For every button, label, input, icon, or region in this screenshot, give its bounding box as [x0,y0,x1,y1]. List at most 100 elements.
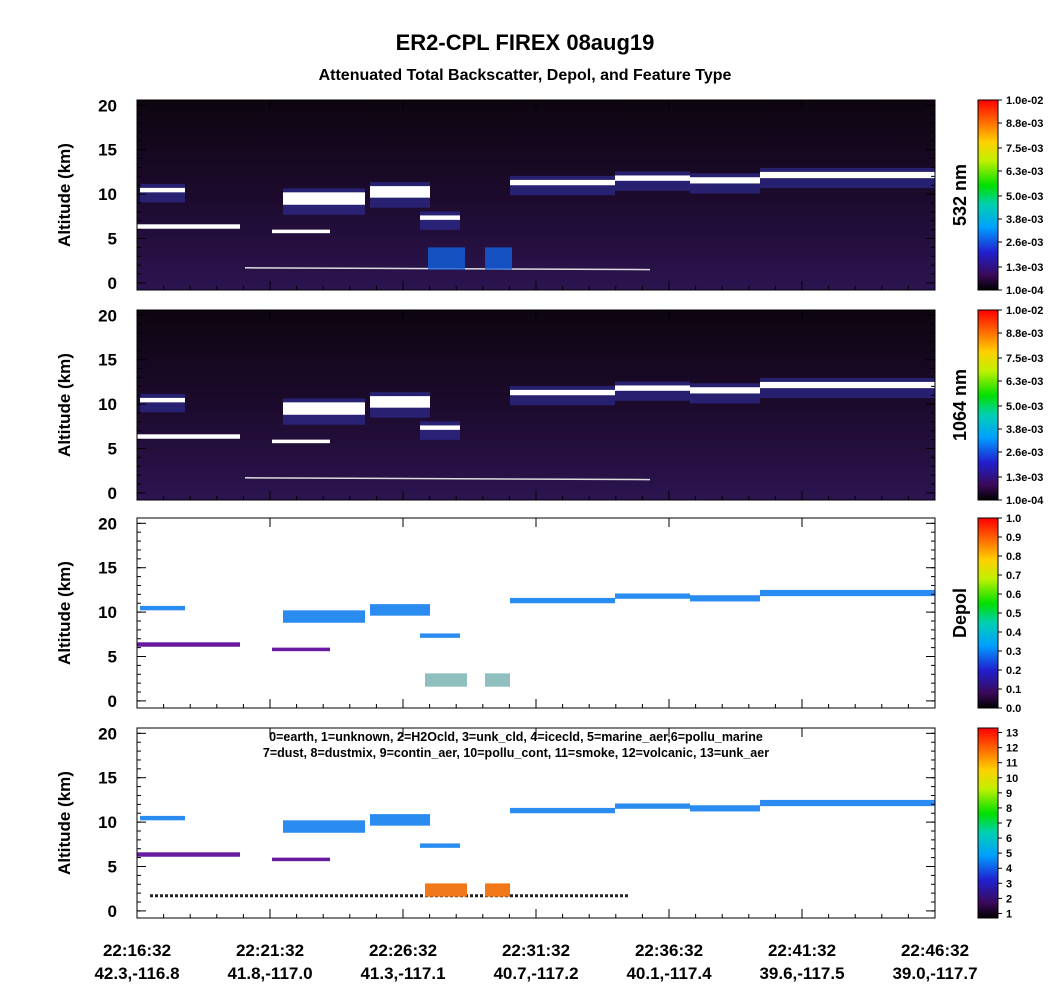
colorbar [977,727,999,919]
low-cloud [272,439,330,444]
cloud [510,179,615,186]
cloud [690,387,760,394]
feature [370,814,430,826]
x-tick-location: 40.7,-117.2 [493,964,578,983]
colorbar-tick-label: 0.5 [1006,608,1021,620]
colorbar-tick-label: 8.8e-03 [1006,118,1043,130]
colorbar-tick-label: 9 [1006,788,1012,800]
colorbar-label: 1064 nm [950,369,970,441]
cloud-halo [420,211,460,230]
legend-text: 7=dust, 8=dustmix, 9=contin_aer, 10=poll… [263,746,769,760]
x-tick-label: 22:26:32 [369,941,437,960]
y-tick-label: 15 [98,351,117,370]
colorbar-tick-label: 5 [1006,848,1012,860]
colorbar-tick-label: 2 [1006,893,1012,905]
surface-return [244,477,651,481]
panel: 0 5 10 15 20 Altitude (km) 1.0e-04 1.3e-03 2.6e-… [55,95,1044,297]
x-tick-location: 40.1,-117.4 [626,964,712,983]
colorbar-tick-label: 1.3e-03 [1006,262,1043,274]
feature [370,604,430,616]
cloud [283,402,365,415]
colorbar-tick-label: 6.3e-03 [1006,376,1043,388]
y-tick-label: 10 [98,813,117,832]
cloud [420,215,460,220]
colorbar-tick-label: 0.8 [1006,551,1021,563]
y-tick-label: 20 [98,306,117,325]
feature [140,605,185,611]
colorbar [977,309,999,501]
low-feature [272,647,330,652]
aerosol [485,673,510,687]
plot-area [137,728,935,918]
x-tick-label: 22:16:32 [103,941,171,960]
feature [283,610,365,623]
colorbar-tick-label: 1.0 [1006,513,1021,525]
y-tick-label: 15 [98,769,117,788]
colorbar-tick-label: 1.0e-02 [1006,95,1043,107]
x-tick-location: 39.6,-117.5 [759,964,844,983]
y-tick-label: 10 [98,185,117,204]
colorbar-tick-label: 12 [1006,743,1018,755]
chart-title: ER2-CPL FIREX 08aug19 [396,30,655,55]
colorbar-tick-label: 7 [1006,818,1012,830]
y-tick-label: 10 [98,603,117,622]
colorbar-tick-label: 5.0e-03 [1006,191,1043,203]
colorbar-tick-label: 1.0e-04 [1006,285,1044,297]
feature [690,595,760,602]
feature [140,815,185,821]
colorbar-tick-label: 8 [1006,803,1012,815]
x-tick-location: 41.3,-117.1 [360,964,445,983]
colorbar-tick-label: 2.6e-03 [1006,237,1043,249]
cloud [690,177,760,184]
colorbar-tick-label: 0.6 [1006,589,1021,601]
cloud [370,396,430,408]
cloud [510,389,615,396]
y-tick-label: 20 [98,96,117,115]
y-tick-label: 15 [98,559,117,578]
cloud-halo [510,175,615,196]
y-axis-label: Altitude (km) [55,561,74,665]
y-tick-label: 15 [98,141,117,160]
cloud [140,397,185,403]
y-tick-label: 5 [108,648,117,667]
feature [420,633,460,638]
low-feature [272,857,330,862]
colorbar-tick-label: 8.8e-03 [1006,328,1043,340]
aerosol [425,673,467,687]
colorbar-label: 532 nm [950,164,970,226]
y-tick-label: 0 [108,902,117,921]
colorbar [977,517,999,709]
panel: 0 5 10 15 20 Altitude (km) 1.0e-04 1.3e-03 2.6e-… [55,305,1044,507]
y-axis-label: Altitude (km) [55,771,74,875]
colorbar-tick-label: 4 [1006,863,1013,875]
y-tick-label: 0 [108,274,117,293]
colorbar-tick-label: 0.9 [1006,532,1021,544]
cloud-halo [140,183,185,203]
colorbar-tick-label: 0.7 [1006,570,1021,582]
colorbar-tick-label: 6 [1006,833,1012,845]
colorbar-tick-label: 0.4 [1006,627,1022,639]
cloud [420,425,460,430]
y-tick-label: 5 [108,230,117,249]
x-tick-label: 22:36:32 [635,941,703,960]
colorbar-tick-label: 7.5e-03 [1006,353,1043,365]
colorbar [977,99,999,291]
cloud [370,186,430,198]
feature [283,820,365,833]
cloud [760,171,935,179]
colorbar-tick-label: 0.3 [1006,646,1021,658]
low-cloud [272,229,330,234]
cloud [760,381,935,389]
colorbar-tick-label: 3.8e-03 [1006,424,1043,436]
y-axis-label: Altitude (km) [55,143,74,247]
panel: 0 5 10 15 20 Altitude (km) 0.0 0.1 0.2 0.3 0.4 0.5 0… [55,513,1022,715]
x-tick-location: 42.3,-116.8 [94,964,179,983]
y-tick-label: 20 [98,514,117,533]
smoke [425,883,467,897]
cloud-halo [140,393,185,413]
feature [510,597,615,604]
colorbar-tick-label: 7.5e-03 [1006,143,1043,155]
plot-area [137,518,935,708]
